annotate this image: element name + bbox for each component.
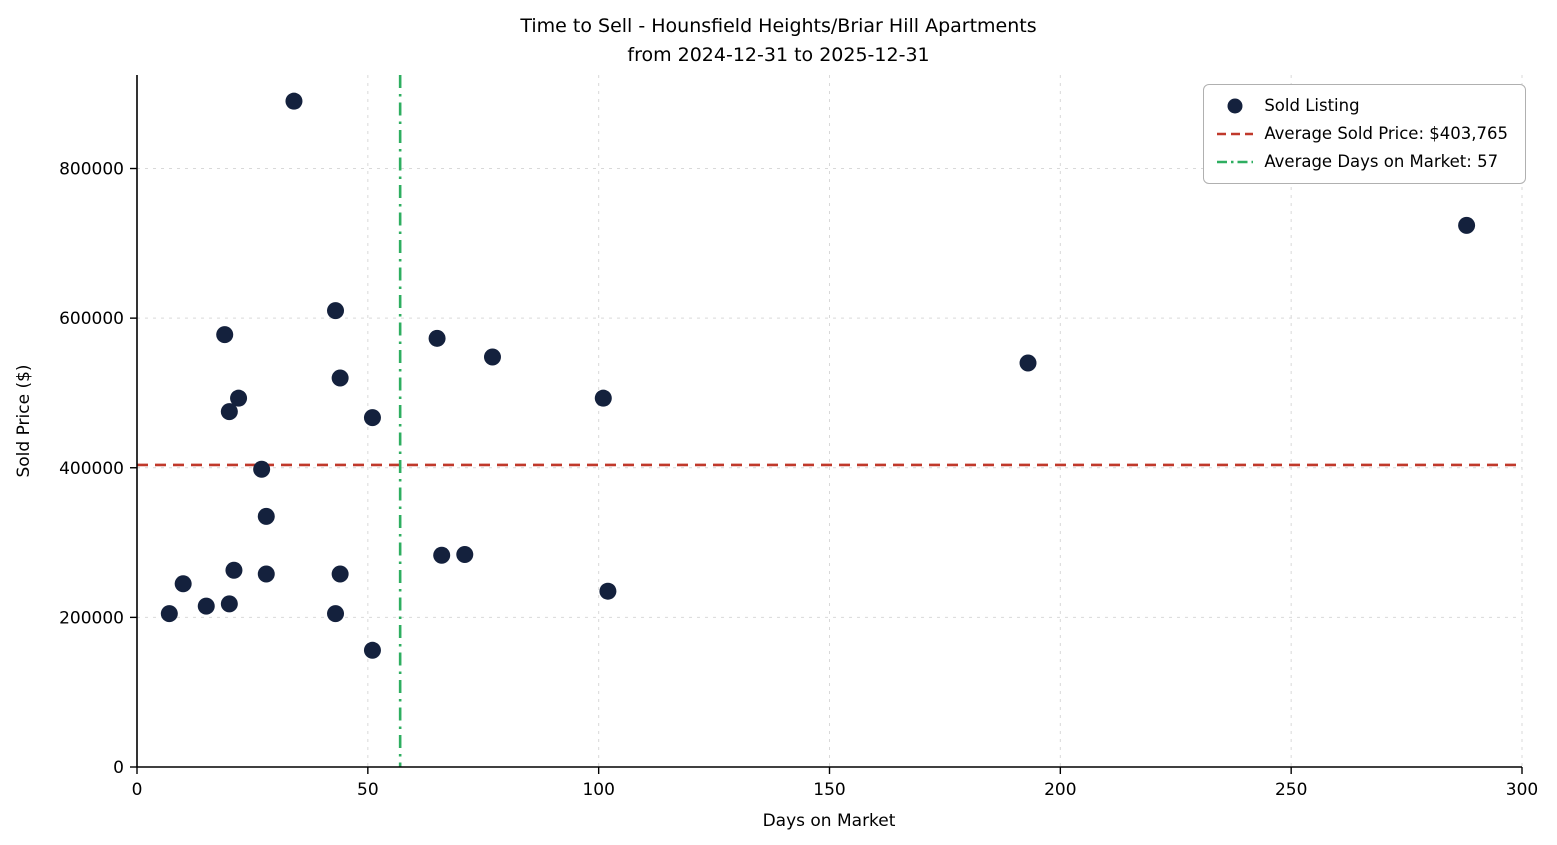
legend: Sold Listing Average Sold Price: $403,76… <box>1203 84 1526 184</box>
data-point <box>160 605 178 623</box>
x-tick-label: 150 <box>813 780 845 800</box>
data-point <box>331 369 349 387</box>
data-point <box>1019 354 1037 372</box>
data-point <box>174 575 192 593</box>
data-point <box>1458 216 1476 234</box>
data-point <box>197 597 215 615</box>
y-tick-label: 800000 <box>59 160 124 180</box>
data-point <box>363 641 381 659</box>
data-point <box>285 92 303 110</box>
legend-item-sold-listing: Sold Listing <box>1217 96 1508 115</box>
chart-title-line1: Time to Sell - Hounsfield Heights/Briar … <box>520 15 1037 37</box>
data-point <box>327 605 345 623</box>
data-point <box>363 409 381 427</box>
data-point <box>220 595 238 613</box>
data-point <box>257 507 275 525</box>
y-tick-label: 0 <box>113 758 124 778</box>
y-axis-label: Sold Price ($) <box>14 364 34 478</box>
data-point <box>327 302 345 320</box>
x-tick-label: 250 <box>1275 780 1307 800</box>
y-tick-label: 400000 <box>59 459 124 479</box>
legend-label-avg-sold-price: Average Sold Price: $403,765 <box>1264 124 1508 143</box>
data-point <box>599 582 617 600</box>
data-point <box>257 565 275 583</box>
x-tick-label: 0 <box>132 780 143 800</box>
data-point <box>483 348 501 366</box>
avg-days-dashdot-line-icon <box>1217 160 1254 163</box>
x-tick-label: 100 <box>582 780 614 800</box>
data-point <box>220 403 238 421</box>
data-point <box>456 546 474 564</box>
legend-label-sold-listing: Sold Listing <box>1264 96 1360 115</box>
x-tick-label: 50 <box>357 780 379 800</box>
sold-listing-marker-icon <box>1227 98 1243 113</box>
data-point <box>331 565 349 583</box>
avg-price-dashed-line-icon <box>1217 132 1254 135</box>
data-point <box>253 460 271 478</box>
y-tick-label: 200000 <box>59 608 124 628</box>
x-axis-label: Days on Market <box>762 811 896 831</box>
chart-title-line2: from 2024-12-31 to 2025-12-31 <box>627 44 930 67</box>
data-point <box>594 389 612 407</box>
x-tick-label: 300 <box>1506 780 1538 800</box>
data-point <box>230 389 248 407</box>
data-point <box>225 561 243 579</box>
data-point <box>428 329 446 347</box>
data-point <box>216 326 234 344</box>
data-point <box>433 546 451 564</box>
legend-item-avg-sold-price: Average Sold Price: $403,765 <box>1217 124 1508 143</box>
legend-label-avg-days: Average Days on Market: 57 <box>1264 152 1499 171</box>
chart-title: Time to Sell - Hounsfield Heights/Briar … <box>0 12 1557 71</box>
y-tick-label: 600000 <box>59 309 124 329</box>
x-tick-label: 200 <box>1044 780 1076 800</box>
legend-item-avg-days: Average Days on Market: 57 <box>1217 152 1508 171</box>
